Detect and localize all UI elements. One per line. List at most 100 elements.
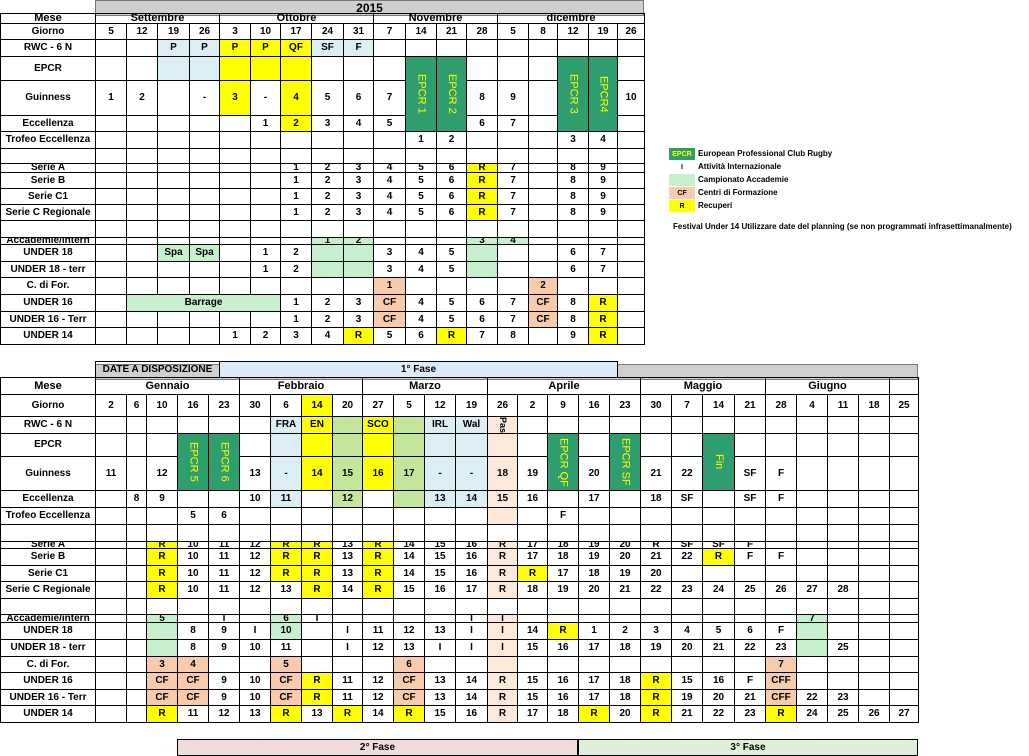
schedule-cell	[343, 220, 374, 238]
schedule-cell	[497, 131, 529, 149]
schedule-cell: 21	[734, 689, 766, 706]
schedule-cell	[373, 56, 406, 81]
schedule-cell: 16	[547, 639, 579, 657]
schedule-cell	[95, 148, 127, 164]
schedule-cell: 22	[640, 581, 672, 599]
schedule-cell	[270, 433, 302, 457]
schedule-cell	[239, 416, 271, 434]
schedule-cell: 6	[405, 327, 437, 345]
day-cell: 5	[95, 23, 127, 40]
schedule-cell	[796, 598, 828, 615]
schedule-cell: R	[436, 327, 467, 345]
schedule-cell: 7	[497, 294, 529, 312]
schedule-cell: F	[547, 507, 579, 525]
schedule-cell: 5	[436, 311, 467, 328]
schedule-cell: 19	[609, 565, 641, 582]
schedule-cell	[95, 172, 127, 189]
schedule-cell: R	[301, 548, 333, 566]
schedule-cell	[588, 148, 618, 164]
schedule-cell	[270, 598, 302, 615]
schedule-cell: 18	[640, 490, 672, 508]
schedule-cell: -	[250, 80, 281, 116]
schedule-cell: 7	[588, 244, 618, 262]
schedule-cell: 16	[547, 672, 579, 690]
day-cell: 19	[455, 394, 488, 417]
schedule-cell	[95, 244, 127, 262]
schedule-cell: 5	[405, 204, 437, 221]
schedule-cell	[640, 524, 672, 542]
schedule-cell: I	[455, 639, 488, 657]
schedule-cell	[250, 311, 281, 328]
schedule-cell	[95, 131, 127, 149]
schedule-cell	[362, 507, 394, 525]
schedule-cell	[95, 548, 127, 566]
schedule-cell: 1	[219, 327, 251, 345]
schedule-cell	[858, 639, 890, 657]
schedule-cell	[640, 598, 672, 615]
schedule-cell: R	[640, 672, 672, 690]
schedule-cell: 3	[373, 244, 406, 262]
row-label: EPCR	[0, 433, 96, 457]
day-cell: 17	[280, 23, 312, 40]
month-header: Maggio	[640, 377, 766, 395]
schedule-cell: 21	[671, 705, 703, 723]
schedule-cell: 13	[393, 639, 425, 657]
day-cell: 6	[126, 394, 147, 417]
schedule-cell	[189, 311, 220, 328]
schedule-cell	[311, 261, 344, 278]
month-header: Febbraio	[239, 377, 363, 395]
schedule-cell: 9	[588, 172, 618, 189]
schedule-cell	[189, 148, 220, 164]
schedule-cell: 2	[250, 327, 281, 345]
schedule-cell: EN	[301, 416, 333, 434]
schedule-cell	[157, 148, 190, 164]
schedule-cell	[796, 490, 828, 508]
schedule-cell	[858, 433, 890, 457]
schedule-cell: 5	[405, 188, 437, 205]
schedule-cell	[640, 433, 672, 457]
schedule-cell	[671, 598, 703, 615]
schedule-cell	[889, 507, 919, 525]
row-label: UNDER 14	[0, 705, 96, 723]
schedule-cell: R	[301, 565, 333, 582]
schedule-cell: R	[578, 705, 610, 723]
schedule-cell	[455, 656, 488, 673]
schedule-cell	[734, 507, 766, 525]
schedule-cell: 18	[609, 672, 641, 690]
schedule-cell	[95, 507, 127, 525]
row-label: C. di For.	[0, 656, 96, 673]
schedule-cell	[239, 656, 271, 673]
schedule-cell	[146, 433, 178, 457]
day-cell: 5	[497, 23, 529, 40]
schedule-cell: 11	[270, 639, 302, 657]
schedule-cell: 5	[436, 244, 467, 262]
schedule-cell	[332, 598, 363, 615]
legend-text: Recuperi	[698, 201, 733, 210]
schedule-cell	[588, 39, 618, 57]
schedule-cell	[889, 622, 919, 640]
schedule-cell: 23	[734, 705, 766, 723]
schedule-cell	[343, 148, 374, 164]
schedule-cell	[827, 456, 859, 491]
schedule-cell	[311, 277, 344, 295]
schedule-cell	[796, 639, 828, 657]
schedule-cell	[827, 598, 859, 615]
schedule-cell: 11	[270, 490, 302, 508]
schedule-cell: 3	[280, 327, 312, 345]
schedule-cell	[617, 244, 645, 262]
row-label: UNDER 18 - terr	[0, 639, 96, 657]
schedule-cell: 9	[497, 80, 529, 116]
schedule-cell	[517, 524, 548, 542]
day-cell: 12	[424, 394, 456, 417]
schedule-cell	[95, 433, 127, 457]
schedule-cell	[827, 622, 859, 640]
schedule-cell	[528, 148, 558, 164]
schedule-cell	[796, 622, 828, 640]
schedule-cell: 3	[343, 311, 374, 328]
schedule-cell	[617, 327, 645, 345]
schedule-cell	[126, 416, 147, 434]
schedule-cell	[405, 148, 437, 164]
schedule-cell: 4	[280, 80, 312, 116]
schedule-cell	[578, 507, 610, 525]
schedule-cell: R	[301, 672, 333, 690]
